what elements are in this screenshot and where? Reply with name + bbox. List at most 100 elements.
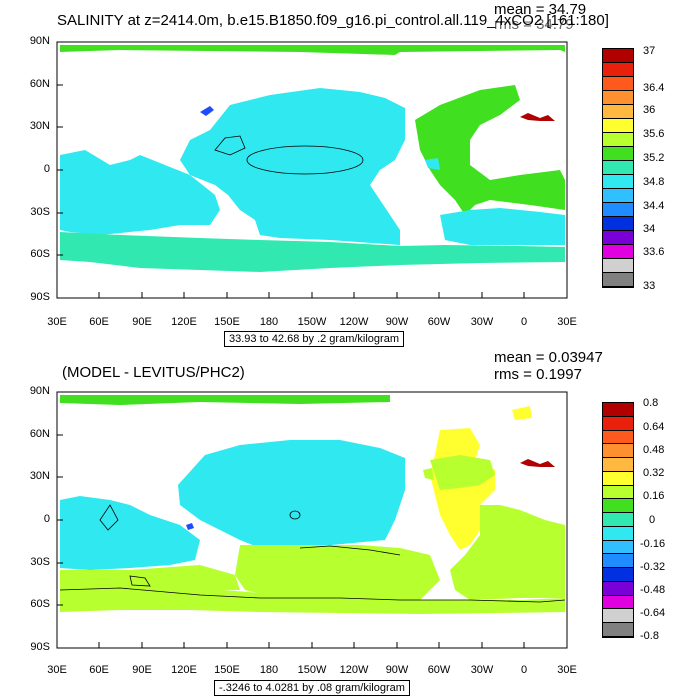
panel2-lat-label: 60S <box>30 598 50 610</box>
panel2-lat-label: 30S <box>30 556 50 568</box>
panel1-range-box: 33.93 to 42.68 by .2 gram/kilogram <box>224 331 404 347</box>
colorbar-swatch <box>603 513 633 527</box>
panel2-lon-label: 60W <box>427 664 451 676</box>
colorbar-swatch <box>603 105 633 119</box>
panel1-mean: mean = 34.79 <box>494 1 587 18</box>
colorbar-swatch <box>603 231 633 245</box>
panel1-lon-label: 30W <box>470 316 494 328</box>
panel1-gulf-mexico <box>425 158 440 170</box>
panel2-colorbar-label: 0.32 <box>643 467 665 479</box>
panel1-colorbar-label: 35.6 <box>643 128 665 140</box>
colorbar-swatch <box>603 471 633 486</box>
panel2-colorbar-label: -0.48 <box>640 584 666 596</box>
colorbar-swatch <box>603 458 633 472</box>
panel2-indian-field <box>60 496 200 570</box>
colorbar-swatch <box>603 77 633 91</box>
colorbar-swatch <box>603 430 633 445</box>
panel1-lon-label: 60E <box>89 316 109 328</box>
panel2-colorbar-label: 0.16 <box>643 490 665 502</box>
panel1-lat-label: 0 <box>43 163 50 175</box>
colorbar-swatch <box>603 273 633 287</box>
panel2-contour-line <box>59 587 566 603</box>
panel2-atlantic-south-field <box>450 505 565 600</box>
colorbar-swatch <box>603 526 633 541</box>
panel2-gulf-mexico <box>423 468 434 480</box>
panel1-lon-label: 90E <box>132 316 152 328</box>
panel2-rms: rms = 0.1997 <box>494 366 582 383</box>
colorbar-swatch <box>603 119 633 133</box>
colorbar-swatch <box>603 595 633 610</box>
panel2-atlantic-north-field <box>430 455 495 490</box>
panel2-colorbar-label: -0.8 <box>640 630 659 642</box>
panel1-lon-label: 30E <box>47 316 67 328</box>
panel1-lon-label: 0 <box>520 316 528 328</box>
colorbar-swatch <box>603 189 633 203</box>
panel1-lon-label: 120W <box>339 316 369 328</box>
colorbar-swatch <box>603 623 633 637</box>
panel2-southern-band <box>60 585 565 614</box>
panel1-contour-line <box>214 135 246 156</box>
panel1-pacific-field <box>180 88 405 245</box>
panel1-arctic-field <box>60 45 565 55</box>
panel1-lat-label: 30S <box>30 206 50 218</box>
colorbar-swatch <box>603 581 633 596</box>
panel1-southern-band <box>60 232 565 272</box>
panel2-arctic-north-field <box>512 406 532 420</box>
panel2-arctic-field <box>60 395 390 405</box>
panel2-lat-label: 0 <box>43 513 50 525</box>
panel1-map <box>56 41 568 299</box>
panel1-lon-label: 180 <box>259 316 279 328</box>
panel2-south-pacific-field <box>235 545 440 602</box>
colorbar-swatch <box>603 416 633 431</box>
panel2-lon-label: 90E <box>132 664 152 676</box>
panel2-mean: mean = 0.03947 <box>494 349 603 366</box>
panel1-colorbar-label: 35.2 <box>643 152 665 164</box>
panel1-pacific-contour <box>246 145 364 175</box>
colorbar-swatch <box>603 568 633 582</box>
panel2-mediterranean <box>520 459 555 467</box>
panel1-rms: rms = 34.79 <box>494 16 574 33</box>
panel1-lat-label: 60N <box>29 78 50 90</box>
panel2-colorbar-label: 0.8 <box>643 397 659 409</box>
panel2-lat-label: 30N <box>29 470 50 482</box>
panel1-lon-label: 60W <box>427 316 451 328</box>
panel2-lon-label: 150E <box>214 664 240 676</box>
colorbar-swatch <box>603 403 633 417</box>
panel1-lon-label: 150E <box>214 316 240 328</box>
colorbar-swatch <box>603 259 633 273</box>
panel2-colorbar-label: 0.64 <box>643 421 665 433</box>
panel2-contour-line <box>99 504 119 531</box>
colorbar-swatch <box>603 444 633 459</box>
panel2-lat-label: 90S <box>30 641 50 653</box>
colorbar-swatch <box>603 161 633 175</box>
colorbar-swatch <box>603 49 633 63</box>
panel1-lon-label: 30E <box>557 316 577 328</box>
panel2-colorbar-label: -0.64 <box>640 607 666 619</box>
panel1-lat-label: 30N <box>29 120 50 132</box>
panel1-lat-label: 90S <box>30 291 50 303</box>
panel1-atlantic-south-field <box>440 208 565 245</box>
colorbar-swatch <box>603 540 633 555</box>
panel1-colorbar-label: 36 <box>643 104 656 116</box>
panel1-indian-field <box>60 150 220 235</box>
panel2-lon-label: 180 <box>259 664 279 676</box>
panel2-range-box: -.3246 to 4.0281 by .08 gram/kilogram <box>214 680 410 696</box>
panel1-lon-label: 150W <box>297 316 327 328</box>
panel1-lon-label: 120E <box>171 316 197 328</box>
panel1-title: SALINITY at z=2414.0m, b.e15.B1850.f09_g… <box>57 12 609 29</box>
colorbar-swatch <box>603 217 633 231</box>
colorbar-swatch <box>603 91 633 105</box>
panel2-lon-label: 120W <box>339 664 369 676</box>
panel2-lon-label: 30E <box>557 664 577 676</box>
panel1-lon-label: 90W <box>385 316 409 328</box>
panel1-sea-of-okhotsk <box>200 106 214 116</box>
panel2-lon-label: 30W <box>470 664 494 676</box>
panel1-colorbar <box>602 48 634 288</box>
panel2-title: (MODEL - LEVITUS/PHC2) <box>62 364 245 381</box>
panel2-lon-label: 0 <box>520 664 528 676</box>
colorbar-swatch <box>603 203 633 217</box>
panel1-colorbar-label: 34.8 <box>643 176 665 188</box>
panel2-lat-label: 90N <box>29 385 50 397</box>
panel2-lon-label: 120E <box>171 664 197 676</box>
